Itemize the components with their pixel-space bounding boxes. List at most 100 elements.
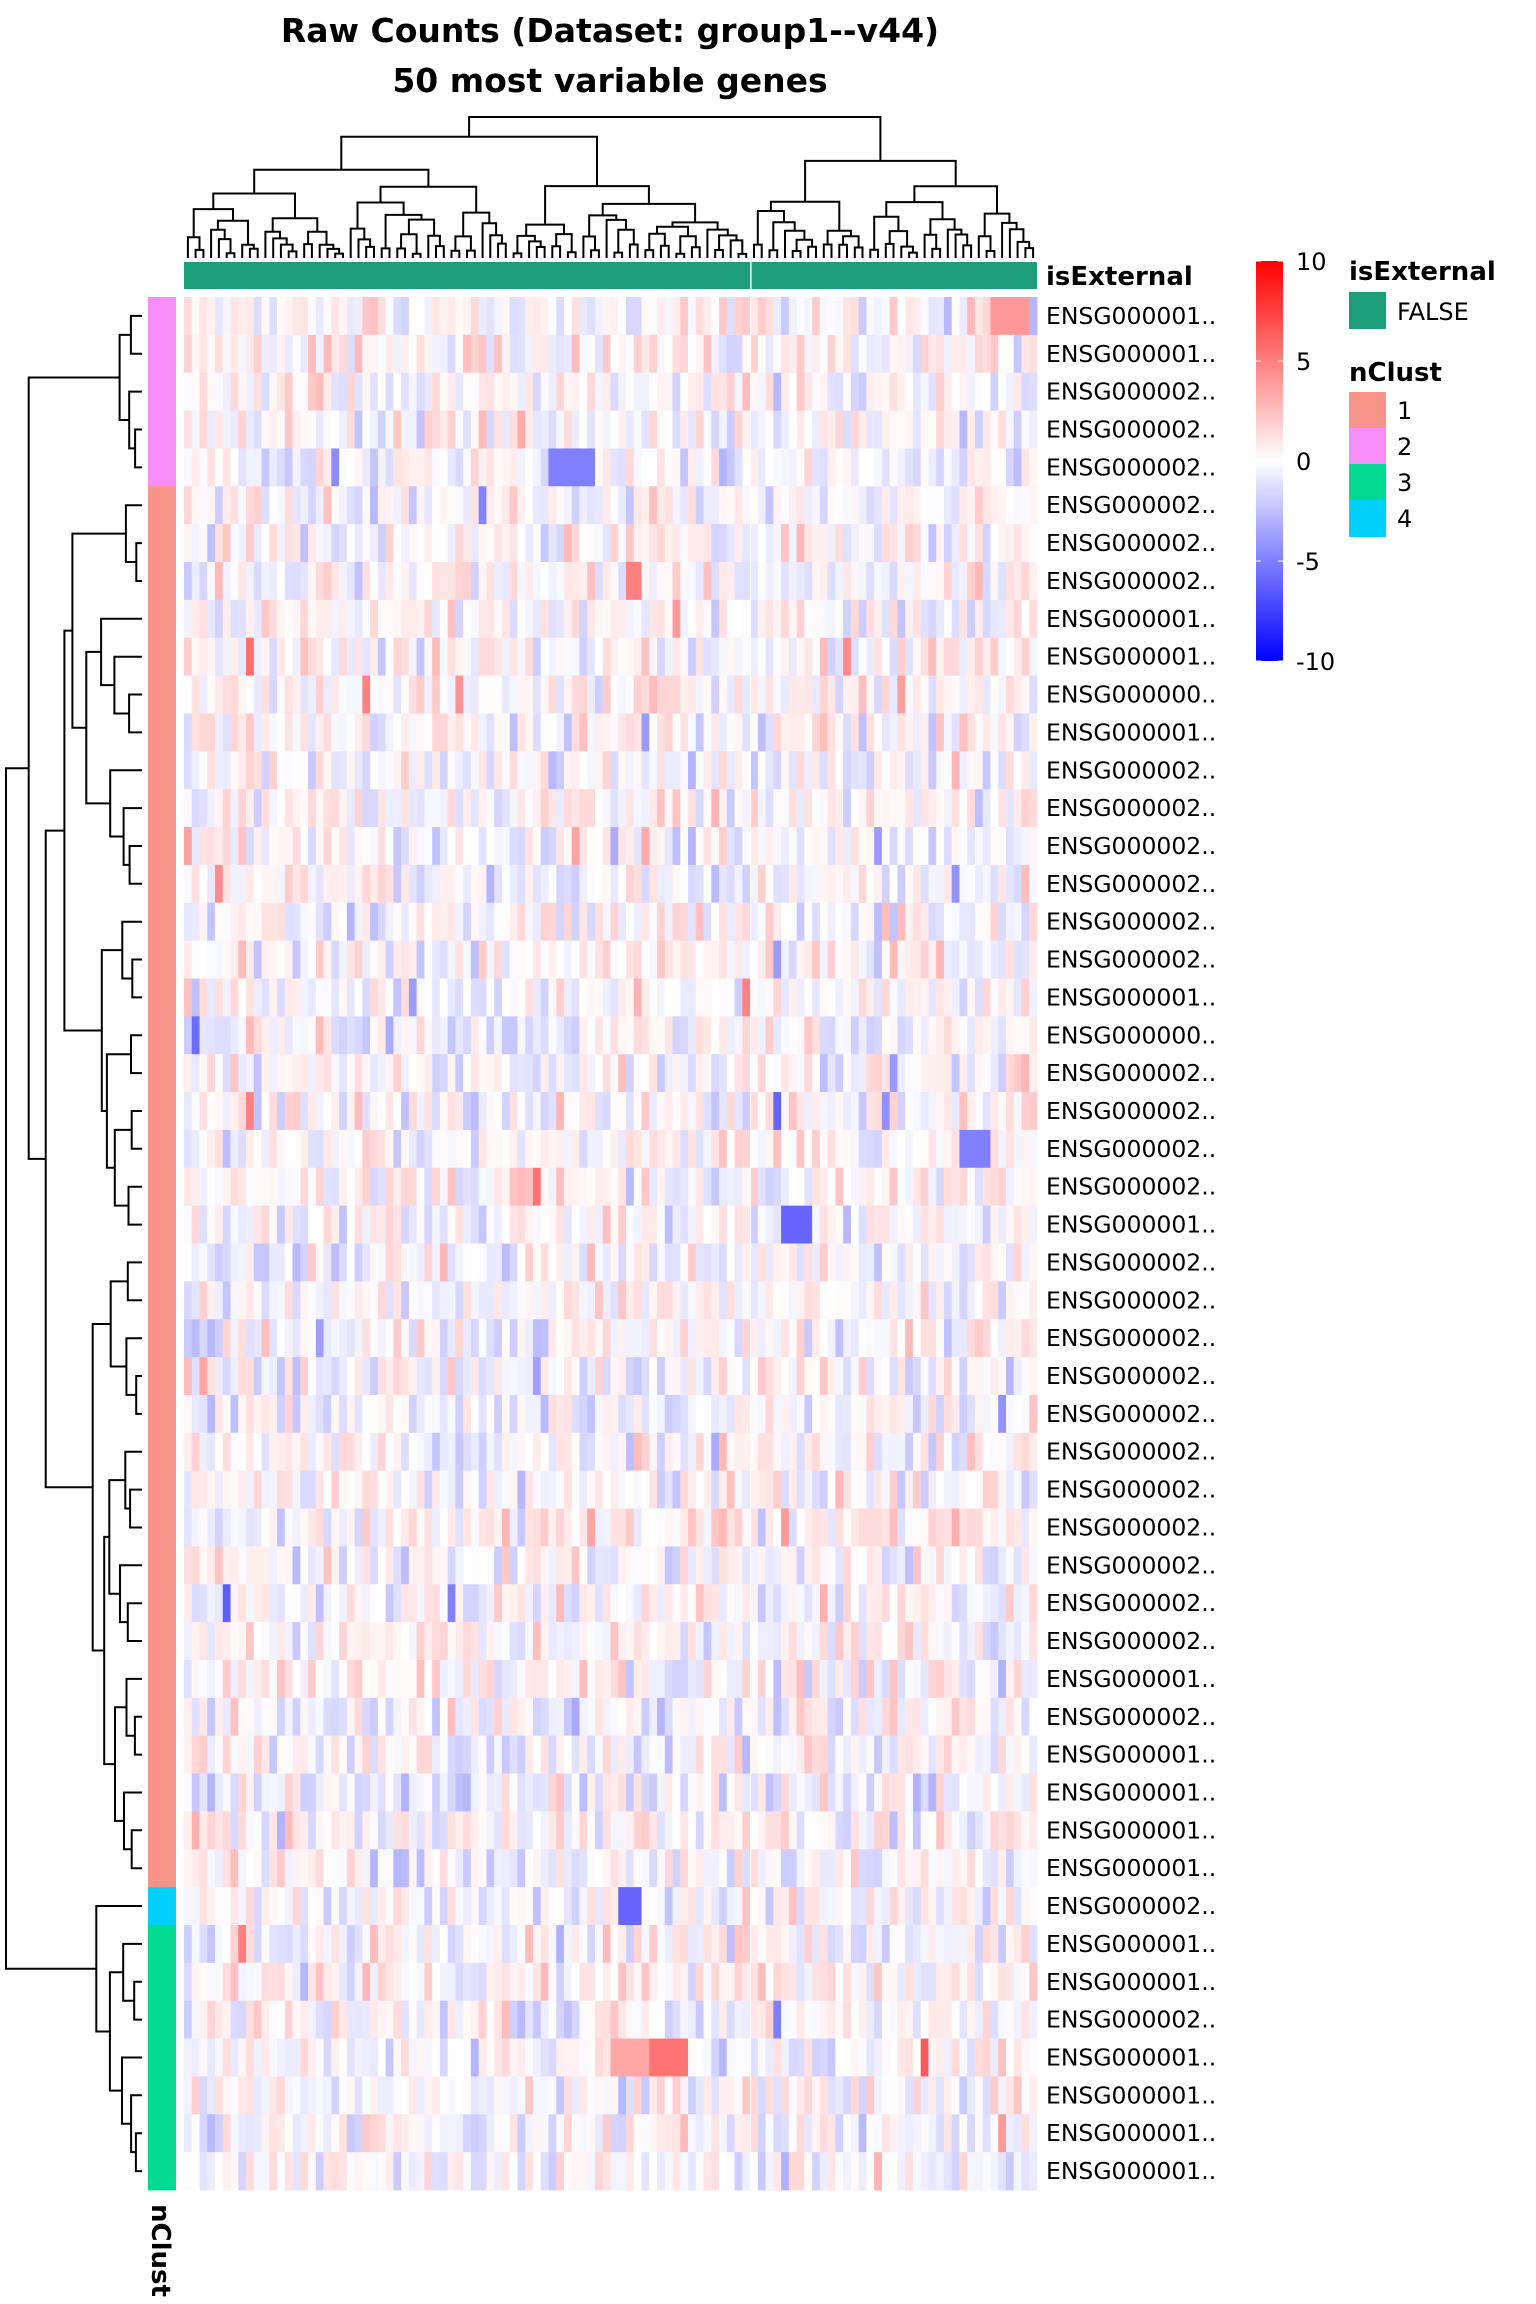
heatmap-cell	[711, 486, 720, 525]
heatmap-cell	[470, 1697, 480, 1737]
heatmap-cell	[416, 1054, 425, 1093]
heatmap-cell	[1021, 562, 1030, 601]
heatmap-cell	[905, 1887, 914, 1926]
heatmap-cell	[742, 1887, 751, 1926]
heatmap-cell	[1029, 1394, 1038, 1434]
heatmap-cell	[788, 562, 797, 601]
heatmap-cell	[509, 827, 518, 866]
heatmap-cell	[858, 562, 867, 601]
heatmap-cell	[626, 1773, 635, 1812]
heatmap-cell	[990, 1508, 999, 1547]
heatmap-cell	[261, 713, 270, 752]
heatmap-cell	[253, 751, 262, 790]
heatmap-cell	[874, 334, 883, 374]
heatmap-cell	[455, 1092, 464, 1131]
heatmap-cell	[548, 599, 557, 639]
heatmap-cell	[928, 1849, 937, 1888]
heatmap-cell	[610, 1470, 619, 1509]
heatmap-cell	[726, 1357, 735, 1396]
heatmap-cell	[726, 410, 735, 449]
heatmap-cell	[478, 1205, 487, 1244]
heatmap-cell	[308, 372, 317, 411]
heatmap-cell	[408, 372, 418, 411]
heatmap-cell	[517, 1357, 526, 1396]
heatmap-cell	[222, 1584, 231, 1623]
heatmap-cell	[672, 1243, 681, 1282]
heatmap-cell	[719, 1508, 728, 1547]
heatmap-cell	[439, 1054, 449, 1093]
heatmap-cell	[641, 1243, 650, 1282]
heatmap-cell	[525, 297, 534, 336]
heatmap-cell	[773, 1584, 782, 1623]
heatmap-cell	[509, 1281, 518, 1320]
heatmap-cell	[936, 940, 945, 979]
heatmap-cell	[874, 1773, 883, 1812]
heatmap-cell	[439, 1773, 449, 1812]
heatmap-cell	[920, 1357, 929, 1396]
heatmap-cell	[850, 1054, 860, 1093]
heatmap-cell	[331, 1546, 340, 1585]
heatmap-cell	[912, 1243, 922, 1282]
heatmap-cell	[928, 524, 937, 563]
heatmap-cell	[517, 372, 526, 411]
heatmap-cell	[261, 751, 270, 790]
column-dendrogram-branch	[400, 233, 418, 254]
heatmap-cell	[905, 1811, 914, 1850]
heatmap-cell	[408, 334, 418, 374]
heatmap-cell	[664, 1887, 673, 1926]
heatmap-cell	[750, 1811, 759, 1850]
heatmap-cell	[610, 1319, 619, 1358]
heatmap-cell	[866, 334, 875, 374]
heatmap-cell	[478, 1129, 487, 1169]
heatmap-cell	[540, 1735, 549, 1774]
heatmap-cell	[951, 1887, 960, 1926]
heatmap-cell	[579, 940, 588, 979]
heatmap-cell	[393, 297, 402, 336]
heatmap-cell	[1029, 1849, 1038, 1888]
heatmap-cell	[463, 1357, 472, 1396]
heatmap-cell	[478, 1508, 487, 1547]
heatmap-cell	[626, 751, 635, 790]
heatmap-cell	[1021, 1508, 1030, 1547]
heatmap-cell	[393, 1849, 402, 1888]
heatmap-cell	[486, 675, 495, 714]
heatmap-cell	[339, 713, 348, 752]
heatmap-cell	[230, 1508, 239, 1547]
heatmap-cell	[284, 864, 293, 904]
heatmap-cell	[215, 1697, 224, 1737]
heatmap-cell	[788, 1092, 797, 1131]
heatmap-cell	[734, 372, 743, 411]
heatmap-cell	[439, 1697, 449, 1737]
heatmap-cell	[455, 524, 464, 563]
heatmap-cell	[393, 1773, 402, 1812]
heatmap-cell	[370, 1092, 379, 1131]
heatmap-cell	[261, 524, 270, 563]
heatmap-cell	[812, 713, 821, 752]
heatmap-cell	[796, 1319, 805, 1358]
heatmap-cell	[563, 1281, 573, 1320]
heatmap-cell	[563, 1811, 573, 1850]
heatmap-cell	[951, 486, 960, 525]
heatmap-cell	[563, 448, 573, 487]
heatmap-cell	[215, 486, 224, 525]
column-dendrogram-branch	[644, 249, 655, 258]
heatmap-cell	[688, 599, 697, 639]
heatmap-cell	[843, 1357, 852, 1396]
heatmap-cell	[990, 1319, 999, 1358]
row-annotation-cell	[148, 1697, 176, 1737]
heatmap-cell	[532, 789, 542, 828]
heatmap-cell	[1029, 1016, 1038, 1055]
heatmap-cell	[726, 1205, 735, 1244]
heatmap-cell	[757, 448, 766, 487]
heatmap-cell	[602, 1622, 611, 1661]
heatmap-cell	[812, 1659, 821, 1699]
heatmap-cell	[633, 902, 642, 942]
heatmap-cell	[587, 1054, 596, 1093]
heatmap-cell	[974, 902, 984, 942]
heatmap-cell	[672, 448, 681, 487]
heatmap-cell	[494, 1092, 503, 1131]
heatmap-cell	[339, 410, 348, 449]
heatmap-cell	[1021, 372, 1030, 411]
heatmap-cell	[1029, 675, 1038, 714]
heatmap-cell	[874, 1129, 883, 1169]
